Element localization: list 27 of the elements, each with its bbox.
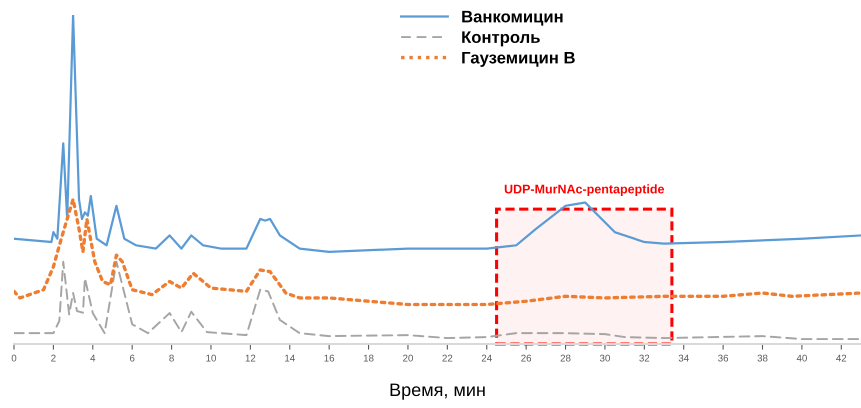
x-axis-title: Время, мин (390, 384, 485, 400)
x-tick-label: 4 (90, 354, 96, 362)
x-tick-label: 30 (600, 354, 610, 362)
x-tick-label: 8 (169, 354, 174, 362)
x-tick-label: 10 (206, 354, 216, 362)
x-tick-label: 16 (324, 354, 334, 362)
x-tick-label: 24 (482, 354, 492, 362)
x-tick-label: 18 (364, 354, 374, 362)
x-tick-label: 36 (718, 354, 728, 362)
x-tick-label: 20 (403, 354, 413, 362)
x-tick-label: 12 (246, 354, 256, 362)
legend-label: Контроль (462, 31, 540, 46)
x-tick-label: 14 (285, 354, 295, 362)
x-tick-label: 42 (836, 354, 846, 362)
x-tick-label: 22 (442, 354, 452, 362)
x-tick-label: 32 (639, 354, 650, 362)
x-tick-label: 26 (521, 354, 532, 362)
x-tick-label: 0 (12, 354, 16, 362)
legend-label: Гауземицин B (462, 52, 575, 67)
band-label: UDP-MurNAc-pentapeptide (504, 184, 664, 196)
x-tick-label: 2 (51, 354, 56, 362)
x-tick-label: 28 (560, 354, 571, 362)
x-tick-label: 38 (757, 354, 768, 362)
x-tick-label: 40 (796, 354, 807, 362)
x-tick-label: 34 (678, 354, 689, 362)
legend-label: Ванкомицин (462, 10, 563, 26)
x-tick-label: 6 (130, 354, 134, 362)
